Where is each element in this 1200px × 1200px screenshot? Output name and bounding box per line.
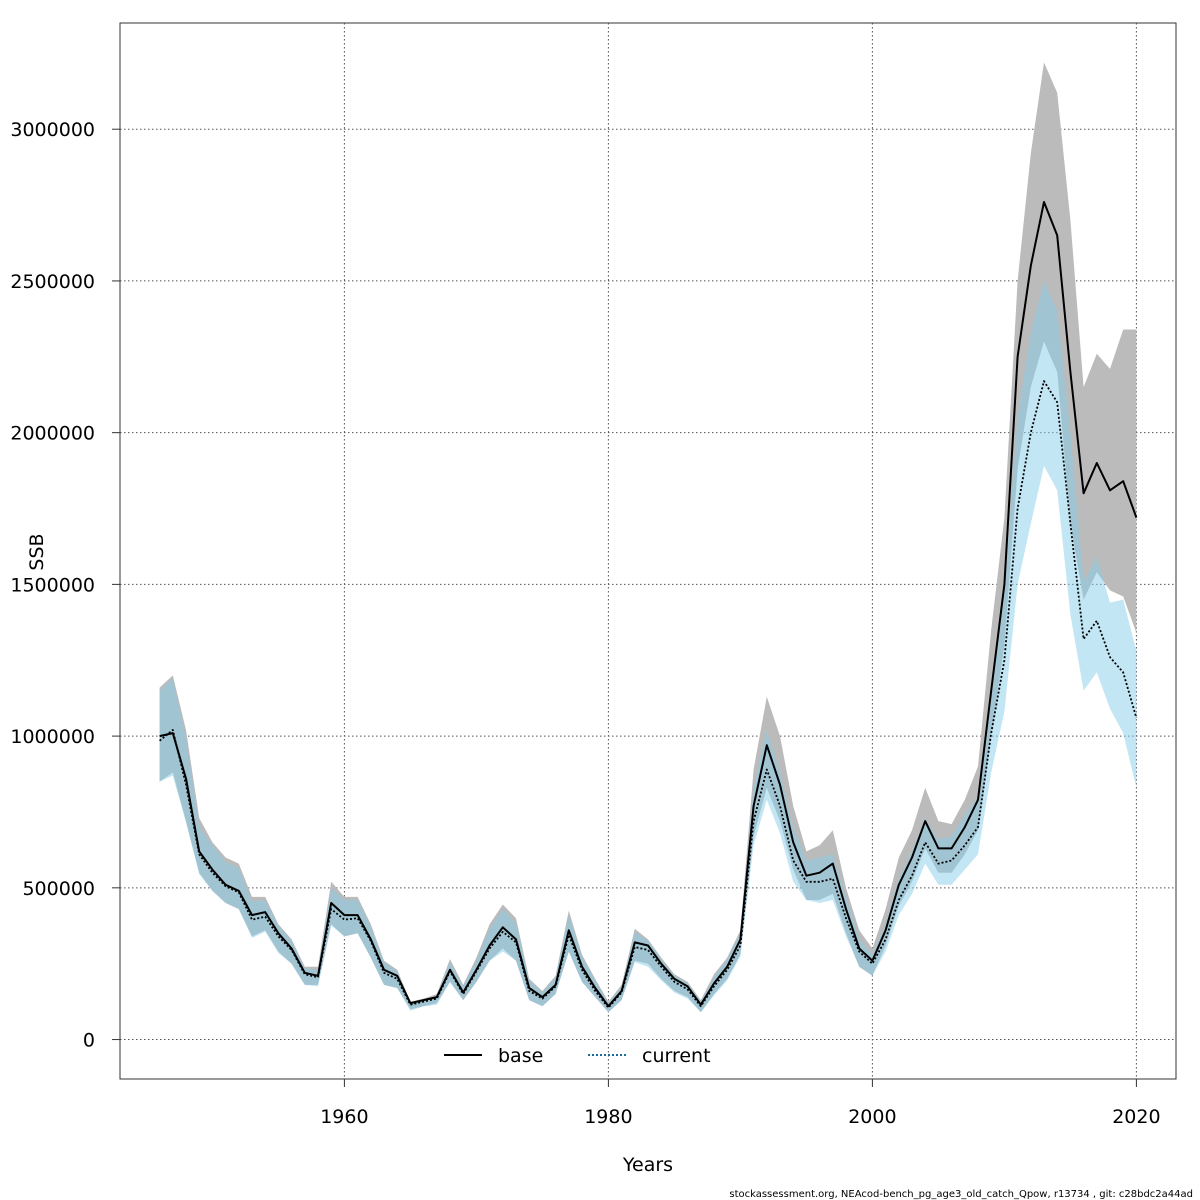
x-tick-label: 2000 <box>848 1106 896 1128</box>
y-tick-label: 1000000 <box>10 726 95 748</box>
series-line-base <box>159 201 1138 1008</box>
x-tick-label: 1980 <box>584 1106 632 1128</box>
series-line-current <box>159 380 1138 1009</box>
x-tick-label: 1960 <box>320 1106 368 1128</box>
footer-caption: stockassessment.org, NEAcod-bench_pg_age… <box>729 1189 1193 1200</box>
x-tick-label: 2020 <box>1112 1106 1160 1128</box>
y-tick-label: 500000 <box>22 878 95 900</box>
legend-base-label: base <box>498 1045 543 1067</box>
line-layer <box>159 201 1138 1009</box>
x-axis-title: Years <box>622 1154 673 1176</box>
y-tick-label: 3000000 <box>10 119 95 141</box>
plot-frame <box>119 22 1177 1080</box>
y-axis-title: SSB <box>26 533 48 570</box>
grid-layer <box>120 23 1176 1079</box>
legend-current-label: current <box>642 1045 711 1067</box>
tick-layer: 1960 1980 2000 2020 0 500000 1000000 1500000 200… <box>10 119 1160 1128</box>
y-tick-label: 0 <box>83 1030 95 1052</box>
y-tick-label: 2500000 <box>10 271 95 293</box>
band-layer <box>159 62 1137 1013</box>
y-tick-label: 2000000 <box>10 423 95 445</box>
legend: base current <box>444 1045 711 1067</box>
y-tick-label: 1500000 <box>10 574 95 596</box>
confidence-band-current <box>159 280 1137 1013</box>
